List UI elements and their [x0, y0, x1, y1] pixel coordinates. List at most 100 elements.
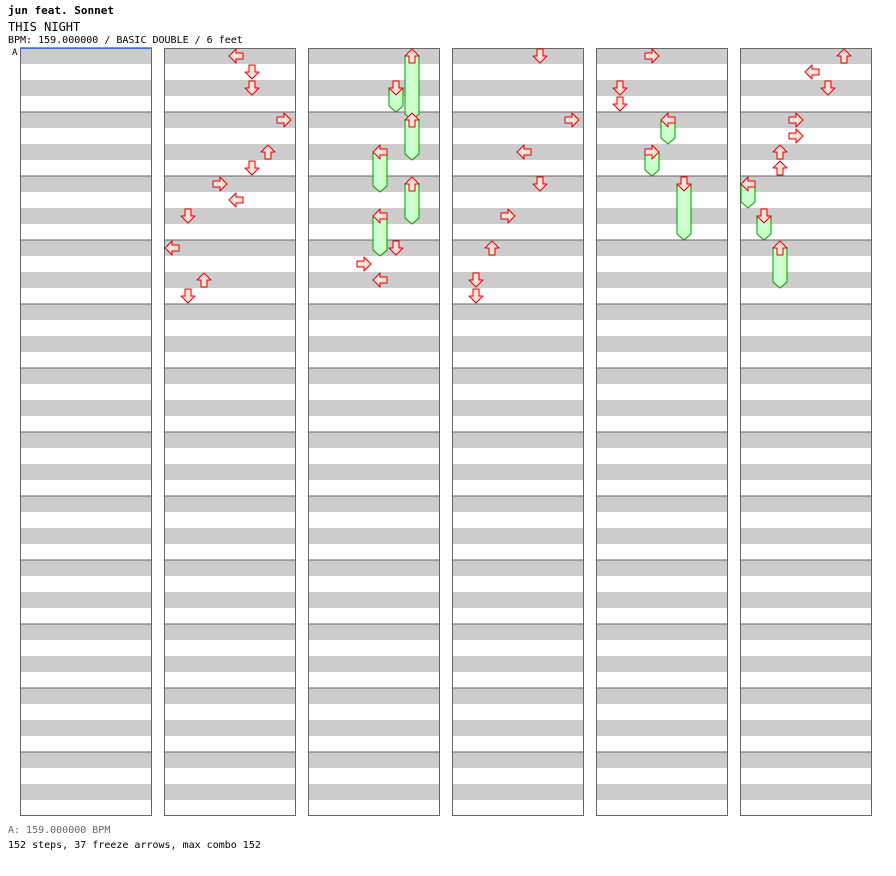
beat-band — [20, 592, 152, 608]
beat-band — [308, 128, 440, 144]
beat-band — [164, 752, 296, 768]
beat-band — [308, 800, 440, 816]
beat-band — [596, 160, 728, 176]
beat-band — [164, 368, 296, 384]
beat-band — [740, 224, 872, 240]
beat-band — [740, 112, 872, 128]
beat-band — [596, 624, 728, 640]
chart-column-3 — [308, 48, 440, 816]
beat-band — [452, 704, 584, 720]
step-arrow-right — [500, 208, 516, 224]
beat-band — [740, 464, 872, 480]
beat-band — [20, 752, 152, 768]
beat-band — [20, 320, 152, 336]
beat-band — [20, 80, 152, 96]
beat-band — [308, 80, 440, 96]
bpm-marker-label: A — [12, 48, 18, 58]
beat-band — [308, 704, 440, 720]
beat-band — [164, 624, 296, 640]
beat-band — [596, 400, 728, 416]
beat-band — [20, 560, 152, 576]
beat-band — [20, 336, 152, 352]
beat-band — [20, 608, 152, 624]
beat-band — [308, 528, 440, 544]
beat-band — [452, 368, 584, 384]
beat-band — [308, 416, 440, 432]
step-arrow-left — [516, 144, 532, 160]
beat-band — [740, 432, 872, 448]
beat-band — [740, 352, 872, 368]
beat-band — [20, 304, 152, 320]
beat-band — [740, 784, 872, 800]
beat-band — [740, 592, 872, 608]
beat-band — [596, 352, 728, 368]
step-arrow-down — [468, 272, 484, 288]
beat-band — [452, 416, 584, 432]
beat-band — [164, 496, 296, 512]
beat-band — [308, 336, 440, 352]
beat-band — [740, 208, 872, 224]
beat-band — [740, 544, 872, 560]
step-arrow-up — [404, 112, 420, 128]
step-arrow-left — [228, 48, 244, 64]
beat-band — [308, 192, 440, 208]
beat-band — [452, 112, 584, 128]
step-arrow-down — [244, 160, 260, 176]
beat-band — [740, 144, 872, 160]
step-arrow-right — [564, 112, 580, 128]
beat-band — [164, 480, 296, 496]
beat-band — [596, 384, 728, 400]
beat-band — [20, 224, 152, 240]
beat-band — [308, 480, 440, 496]
step-arrow-left — [660, 112, 676, 128]
beat-band — [452, 128, 584, 144]
beat-band — [596, 240, 728, 256]
beat-band — [164, 576, 296, 592]
beat-band — [596, 192, 728, 208]
beat-band — [740, 384, 872, 400]
step-arrow-down — [532, 176, 548, 192]
beat-band — [308, 608, 440, 624]
beat-band — [20, 416, 152, 432]
beat-band — [20, 48, 152, 64]
beat-band — [596, 688, 728, 704]
chart-bands — [20, 48, 872, 816]
beat-band — [164, 784, 296, 800]
beat-band — [20, 736, 152, 752]
beat-band — [20, 352, 152, 368]
beat-band — [308, 368, 440, 384]
beat-band — [452, 272, 584, 288]
beat-band — [20, 208, 152, 224]
beat-band — [308, 96, 440, 112]
beat-band — [308, 672, 440, 688]
beat-band — [452, 528, 584, 544]
beat-band — [308, 752, 440, 768]
beat-band — [740, 624, 872, 640]
step-arrow-down — [180, 208, 196, 224]
beat-band — [740, 752, 872, 768]
beat-band — [20, 288, 152, 304]
beat-band — [20, 272, 152, 288]
beat-band — [164, 416, 296, 432]
beat-band — [308, 112, 440, 128]
beat-band — [164, 656, 296, 672]
beat-band — [308, 384, 440, 400]
beat-band — [308, 576, 440, 592]
beat-band — [308, 768, 440, 784]
beat-band — [20, 240, 152, 256]
step-arrow-right — [356, 256, 372, 272]
step-arrow-down — [756, 208, 772, 224]
beat-band — [740, 192, 872, 208]
beat-band — [164, 208, 296, 224]
beat-band — [452, 80, 584, 96]
beat-band — [740, 496, 872, 512]
step-arrow-down — [820, 80, 836, 96]
beat-band — [452, 464, 584, 480]
step-arrow-left — [372, 144, 388, 160]
beat-band — [164, 64, 296, 80]
step-arrow-down — [612, 96, 628, 112]
beat-band — [740, 368, 872, 384]
beat-band — [20, 464, 152, 480]
beat-band — [164, 512, 296, 528]
